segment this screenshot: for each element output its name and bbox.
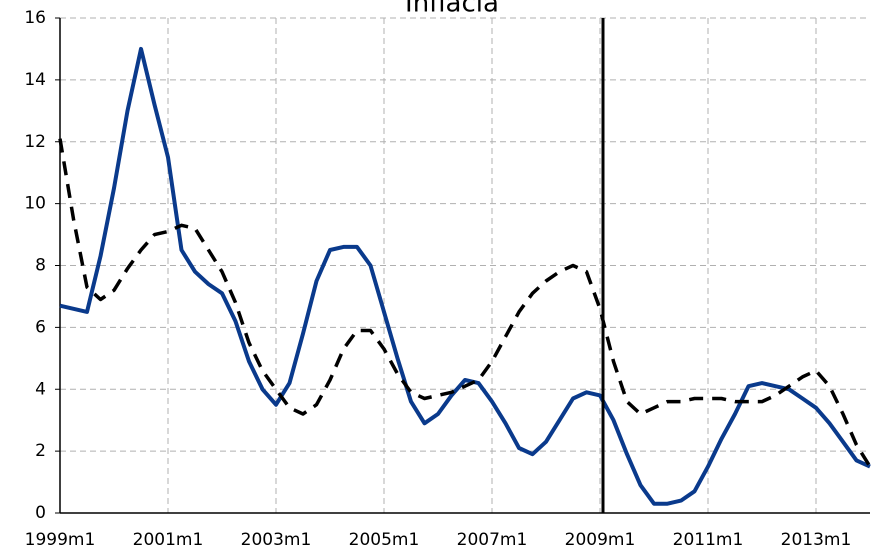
y-tick-label: 2	[35, 441, 46, 461]
y-tick-label: 16	[24, 8, 46, 28]
x-tick-label: 2011m1	[673, 530, 744, 550]
y-tick-label: 6	[35, 317, 46, 337]
y-tick-label: 10	[24, 194, 46, 214]
y-tick-label: 4	[35, 379, 46, 399]
x-tick-label: 2007m1	[457, 530, 528, 550]
x-tick-label: 2013m1	[781, 530, 852, 550]
line-series	[58, 138, 871, 468]
y-tick-label: 0	[35, 503, 46, 523]
x-tick-label: 2009m1	[565, 530, 636, 550]
chart-title: Inflacia	[405, 0, 499, 19]
x-tick-label: 2003m1	[241, 530, 312, 550]
x-tick-label: 2001m1	[133, 530, 204, 550]
line-series	[59, 46, 871, 506]
x-tick-label: 1999m1	[25, 530, 96, 550]
y-tick-label: 12	[24, 132, 46, 152]
y-tick-label: 14	[24, 70, 46, 90]
y-tick-label: 8	[35, 256, 46, 276]
x-tick-label: 2005m1	[349, 530, 420, 550]
